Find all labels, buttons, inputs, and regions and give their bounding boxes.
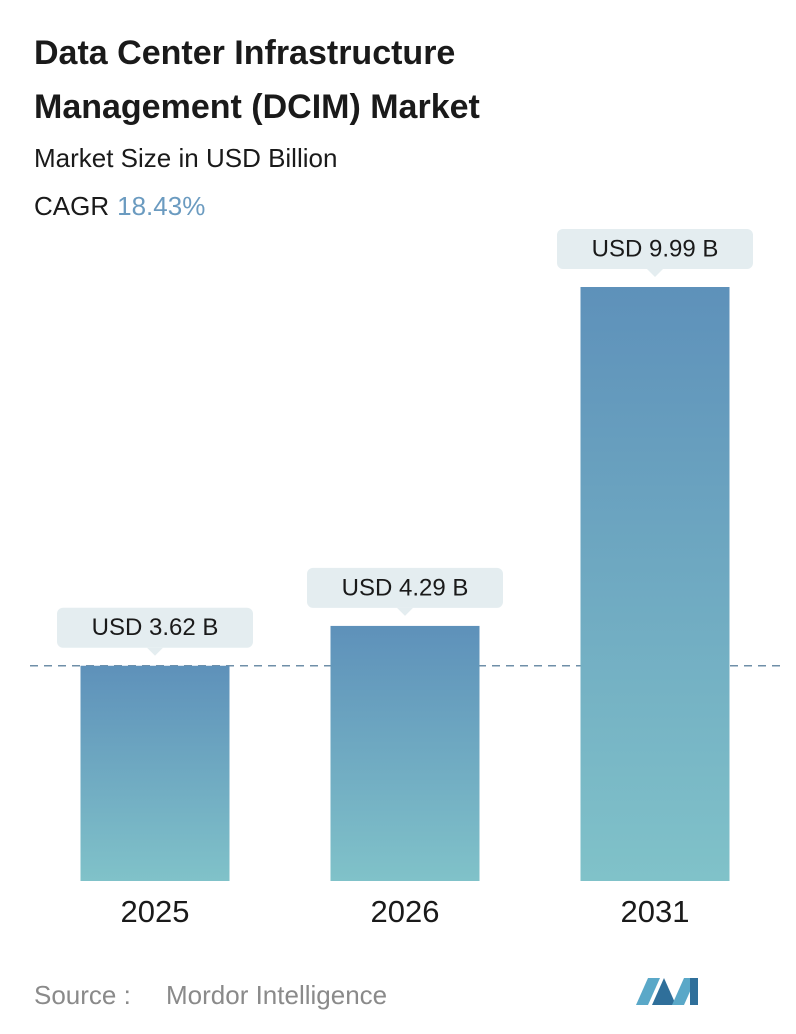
x-tick-label: 2031	[621, 894, 690, 929]
value-label-pointer	[647, 269, 663, 277]
source-label: Source :	[34, 980, 131, 1010]
logo	[636, 978, 698, 1005]
bar	[330, 625, 480, 881]
x-tick-label: 2025	[121, 894, 190, 929]
cagr-value: 18.43%	[117, 191, 206, 221]
chart-title: Data Center Infrastructure Management (D…	[34, 34, 480, 126]
bar	[580, 287, 730, 881]
cagr: CAGR 18.43%	[34, 191, 205, 222]
chart-subtitle: Market Size in USD Billion	[34, 143, 338, 173]
value-label-box	[57, 607, 253, 648]
value-label-box	[557, 229, 753, 269]
value-label: USD 3.62 B	[92, 614, 219, 641]
source: Mordor Intelligence	[166, 980, 387, 1010]
value-label: USD 9.99 B	[592, 235, 719, 262]
x-tick-label: 2026	[371, 894, 440, 929]
value-label-box	[307, 567, 503, 608]
value-label-pointer	[147, 647, 163, 656]
bar	[80, 665, 230, 881]
value-label: USD 4.29 B	[342, 574, 469, 601]
cagr-label: CAGR	[34, 191, 110, 221]
value-label-pointer	[397, 607, 413, 616]
